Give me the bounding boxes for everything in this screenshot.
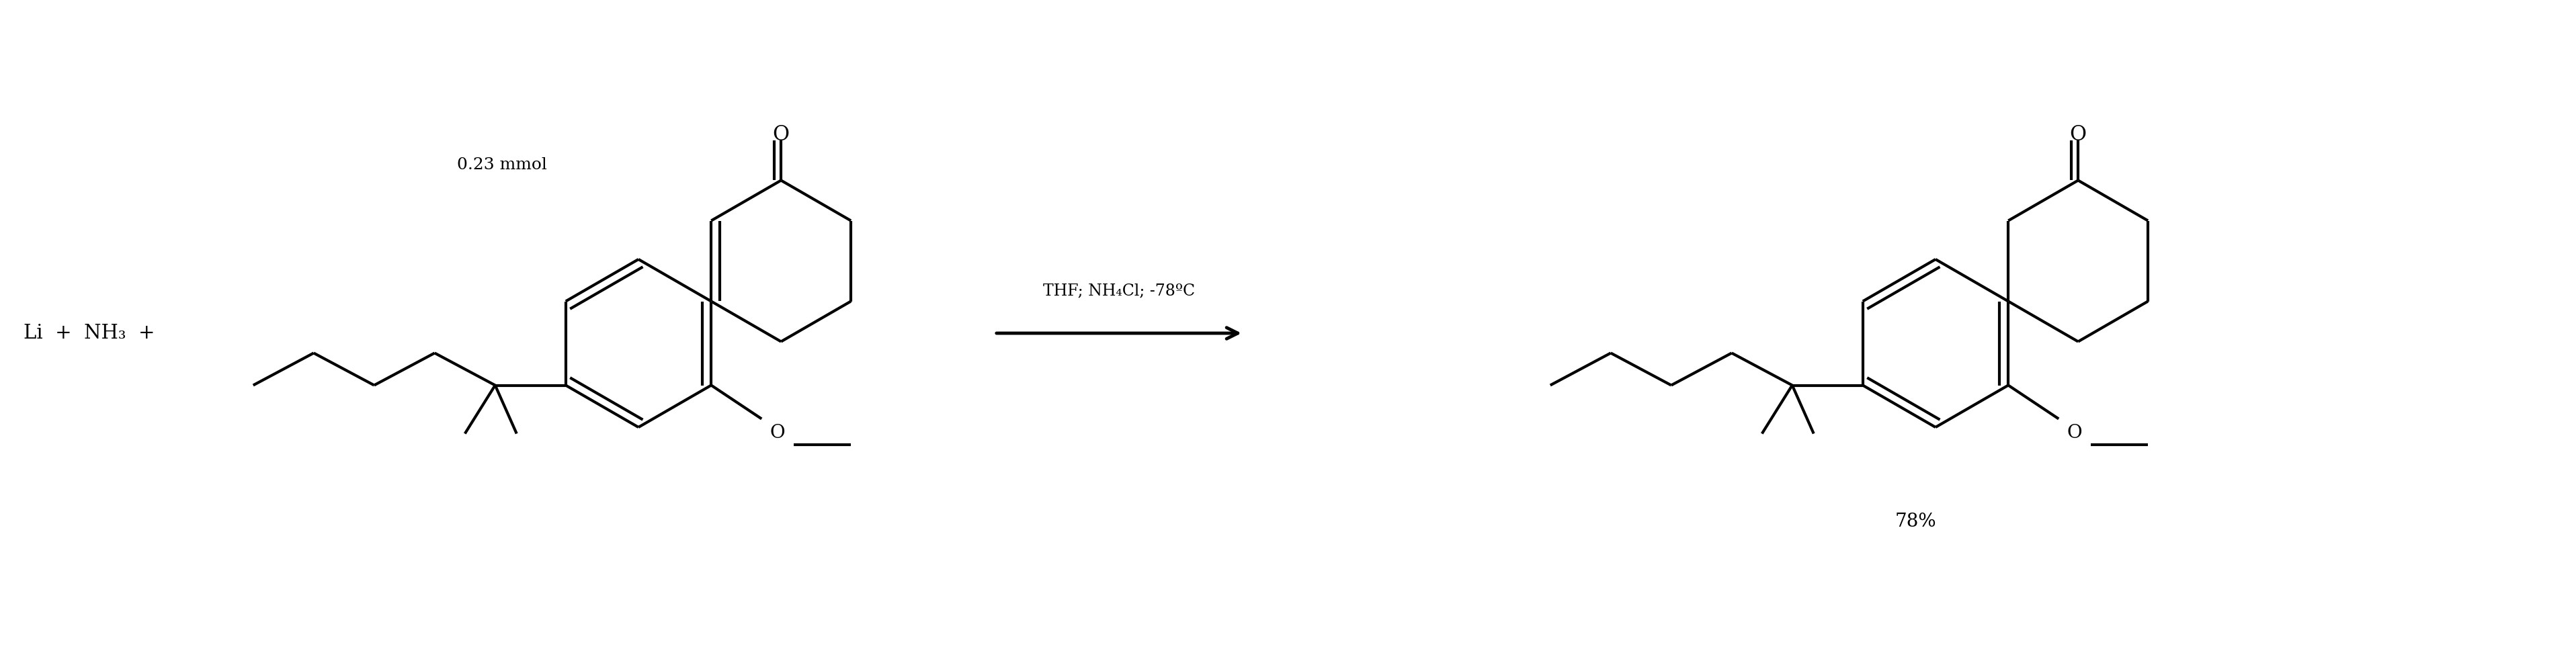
Text: O: O [2069,125,2087,145]
Text: O: O [773,125,788,145]
Text: Li  +  NH₃  +: Li + NH₃ + [23,324,155,343]
Text: THF; NH₄Cl; -78ºC: THF; NH₄Cl; -78ºC [1043,283,1195,299]
Text: 0.23 mmol: 0.23 mmol [456,158,546,173]
Text: 78%: 78% [1896,512,1937,530]
Text: O: O [770,424,786,442]
Text: O: O [2066,424,2081,442]
